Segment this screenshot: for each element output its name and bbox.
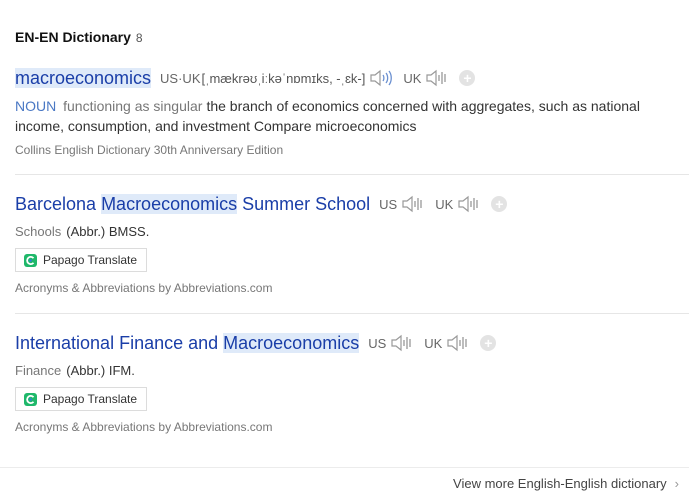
plus-icon[interactable]: + [491,196,508,212]
entry-bmss: Barcelona Macroeconomics Summer School U… [15,192,689,295]
abbr-line: Finance (Abbr.) IFM. [15,363,689,378]
papago-icon [24,253,37,267]
speaker-icon[interactable] [369,69,393,87]
section-header: EN-EN Dictionary 8 [15,29,143,45]
abbreviation: (Abbr.) BMSS. [66,224,150,239]
footer-bar: View more English-English dictionary › [0,467,689,499]
entry-term-link[interactable]: International Finance and Macroeconomics [15,332,360,354]
translate-label: Papago Translate [43,392,138,406]
part-of-speech: NOUN [15,98,57,114]
abbr-line: Schools (Abbr.) BMSS. [15,224,689,239]
entry-term-link[interactable]: Barcelona Macroeconomics Summer School [15,193,371,215]
term-prefix: Barcelona [15,193,102,214]
entry-head: macroeconomics US·UK [ˌmækrəʊˌiːkəˈnɒmɪk… [15,66,689,90]
definition: NOUN functioning as singular the branch o… [15,96,660,136]
entry-ifm: International Finance and Macroeconomics… [15,331,689,434]
term-highlight: Macroeconomics [223,332,360,353]
us-uk-label: US·UK [160,70,201,86]
translate-label: Papago Translate [43,253,138,267]
speaker-icon[interactable] [401,195,425,213]
ipa-text: [ˌmækrəʊˌiːkəˈnɒmɪks, -ˌɛk-] [201,70,366,86]
papago-icon [24,392,37,406]
usage-note: functioning as singular [63,98,203,114]
us-label: US [368,335,387,351]
speaker-icon[interactable] [425,69,449,87]
divider [15,174,689,175]
view-more-link[interactable]: View more English-English dictionary › [453,476,679,491]
source-label: Acronyms & Abbreviations by Abbreviation… [15,281,273,295]
abbreviation: (Abbr.) IFM. [66,363,135,378]
category-label: Finance [15,363,62,378]
category-label: Schools [15,224,62,239]
speaker-icon[interactable] [457,195,481,213]
entry-term-link[interactable]: macroeconomics [15,67,152,89]
view-more-label: View more English-English dictionary [453,476,667,491]
plus-icon[interactable]: + [459,70,476,86]
entry-head: International Finance and Macroeconomics… [15,331,689,355]
divider [15,313,689,314]
us-label: US [379,196,398,212]
result-count: 8 [135,31,143,45]
uk-label: UK [403,70,422,86]
chevron-right-icon: › [674,476,679,491]
term-highlight: Macroeconomics [101,193,238,214]
papago-translate-button[interactable]: Papago Translate [15,248,148,272]
entry-macroeconomics: macroeconomics US·UK [ˌmækrəʊˌiːkəˈnɒmɪk… [15,66,689,157]
papago-translate-button[interactable]: Papago Translate [15,387,148,411]
definition-text: the branch of economics concerned with a… [15,98,640,134]
uk-label: UK [424,335,443,351]
entry-head: Barcelona Macroeconomics Summer School U… [15,192,689,216]
speaker-icon[interactable] [446,334,470,352]
uk-label: UK [435,196,454,212]
term-suffix: Summer School [237,193,371,214]
source-label: Collins English Dictionary 30th Annivers… [15,143,284,157]
speaker-icon[interactable] [390,334,414,352]
term-highlight: macroeconomics [15,67,152,88]
source-label: Acronyms & Abbreviations by Abbreviation… [15,420,273,434]
plus-icon[interactable]: + [480,335,497,351]
term-prefix: International Finance and [15,332,224,353]
section-title: EN-EN Dictionary [15,29,131,45]
